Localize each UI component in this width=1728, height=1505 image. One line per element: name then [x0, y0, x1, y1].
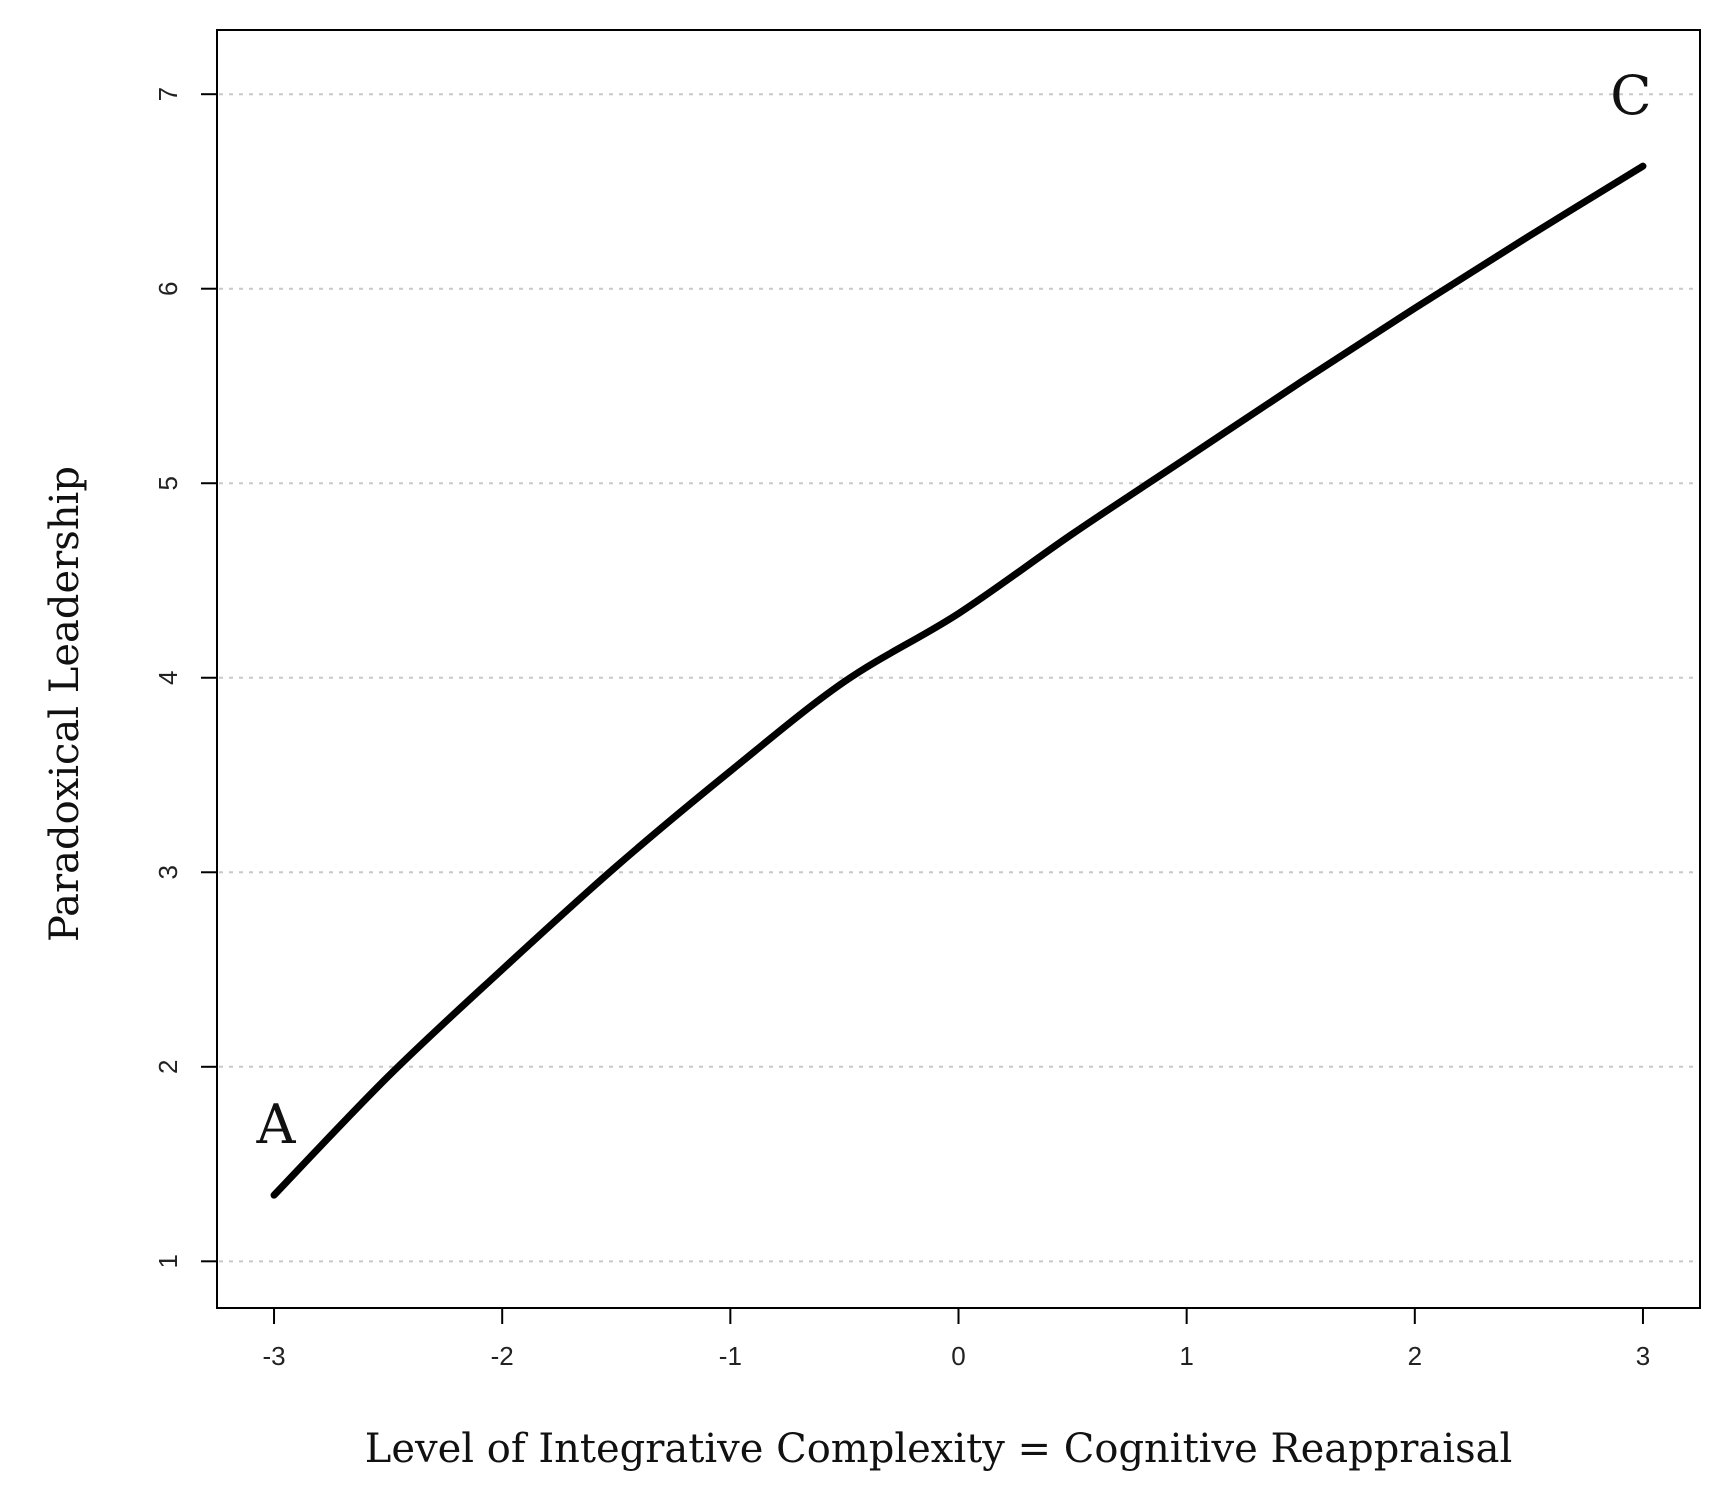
series-layer: [270, 162, 1647, 1199]
series-line-1: [270, 162, 1647, 1199]
point-label-c: C: [1610, 64, 1651, 127]
x-tick-label: -2: [491, 1341, 514, 1371]
plot-frame: [216, 29, 1701, 1309]
x-tick-label: 3: [1636, 1341, 1650, 1371]
y-tick-label: 2: [153, 1060, 183, 1074]
x-axis-title: Level of Integrative Complexity = Cognit…: [365, 1426, 1512, 1472]
y-tick-label: 1: [153, 1254, 183, 1268]
x-tick-label: 2: [1408, 1341, 1422, 1371]
annotations: AC: [256, 64, 1652, 1156]
x-tick-label: -3: [262, 1341, 285, 1371]
y-axis-title: Paradoxical Leadership: [42, 466, 88, 942]
x-tick-label: -1: [719, 1341, 742, 1371]
y-tick-label: 6: [153, 281, 183, 295]
y-tick-label: 3: [153, 865, 183, 879]
y-tick-label: 5: [153, 476, 183, 490]
x-axis: -3 -2 -1 0 1 2 3: [262, 1308, 1650, 1371]
x-tick-label: 0: [951, 1341, 965, 1371]
y-axis: 1 2 3 4 5 6 7: [153, 87, 217, 1269]
point-label-a: A: [256, 1093, 297, 1156]
y-tick-label: 7: [153, 87, 183, 101]
x-tick-label: 1: [1179, 1341, 1193, 1371]
y-tick-label: 4: [153, 671, 183, 685]
